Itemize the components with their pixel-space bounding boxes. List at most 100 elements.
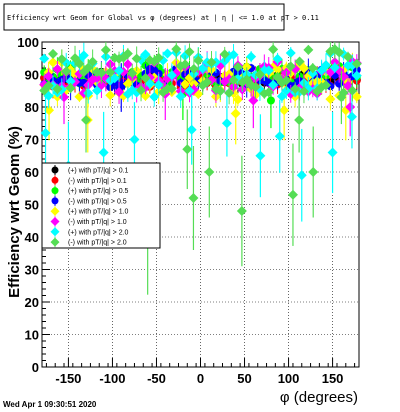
data-point (153, 52, 164, 63)
data-point (325, 94, 336, 105)
data-points (39, 42, 362, 295)
chart-title: Efficiency wrt Geom for Global vs φ (deg… (7, 14, 319, 22)
data-point (219, 49, 230, 60)
data-point (336, 92, 347, 103)
data-point (268, 44, 279, 55)
data-point (215, 85, 226, 96)
data-point (144, 78, 155, 89)
data-point (263, 65, 274, 76)
legend-label: (-) with pT/|q| > 1.0 (68, 219, 127, 226)
data-point (81, 115, 92, 125)
data-point (153, 79, 164, 90)
y-tick-label: 90 (25, 68, 39, 83)
data-point (83, 62, 94, 73)
data-point (290, 83, 301, 94)
data-point (149, 91, 160, 102)
x-tick-label: 100 (278, 371, 300, 386)
data-point (296, 170, 307, 181)
data-point (276, 91, 287, 102)
data-point (122, 48, 133, 59)
data-point (347, 60, 358, 71)
data-point (188, 63, 199, 74)
data-point (140, 90, 151, 101)
data-point (303, 44, 314, 55)
data-point (140, 49, 151, 60)
y-tick-label: 20 (25, 295, 39, 310)
data-point (228, 74, 239, 85)
data-point (329, 57, 340, 68)
y-tick-label: 50 (25, 198, 39, 213)
data-point (281, 75, 292, 86)
data-point (329, 62, 340, 73)
data-point (122, 59, 133, 70)
data-point (255, 150, 266, 161)
data-point (320, 80, 331, 91)
data-point (351, 58, 362, 69)
legend-label: (+) with pT/|q| > 0.1 (68, 168, 129, 175)
data-point (241, 74, 252, 85)
data-point (347, 85, 358, 96)
data-point (180, 79, 191, 90)
x-axis-label: φ (degrees) (280, 389, 358, 406)
data-point (166, 70, 177, 81)
data-point (246, 51, 257, 62)
data-point (109, 73, 120, 84)
data-point (74, 58, 85, 69)
data-point (241, 61, 252, 72)
data-point (129, 134, 140, 145)
y-axis-label: Efficiency wrt Geom (%) (6, 126, 23, 298)
data-point (346, 111, 357, 122)
data-point (188, 78, 199, 89)
data-point (254, 69, 265, 80)
data-point (250, 82, 261, 93)
data-point (285, 61, 296, 72)
data-point (98, 147, 109, 158)
series-7 (39, 42, 362, 295)
data-point (105, 90, 116, 101)
data-point (351, 91, 362, 102)
data-point (327, 147, 338, 158)
data-point (351, 70, 362, 81)
data-point (263, 87, 274, 98)
y-axis: 0 10 20 30 40 50 60 70 80 90 100 (17, 35, 50, 375)
y-tick-label: 100 (17, 35, 39, 50)
data-point (294, 56, 305, 67)
data-point (105, 67, 116, 78)
data-point (78, 50, 89, 61)
data-point (100, 44, 111, 55)
x-tick-label: -50 (147, 371, 166, 386)
x-tick-label: 150 (322, 371, 344, 386)
data-point (272, 53, 283, 64)
data-point (52, 64, 63, 75)
x-tick-label: 0 (197, 371, 204, 386)
data-point (180, 59, 191, 70)
data-point (65, 76, 76, 87)
data-point (92, 73, 103, 84)
data-point (48, 57, 59, 68)
data-point (248, 95, 259, 106)
data-point (186, 124, 197, 135)
data-point (320, 60, 331, 71)
legend: (+) with pT/|q| > 0.1 (-) with pT/|q| > 0… (50, 165, 129, 248)
data-point (246, 80, 257, 91)
data-point (188, 193, 199, 203)
legend-label: (-) with pT/|q| > 0.1 (68, 178, 127, 185)
data-point (193, 55, 204, 66)
legend-label: (-) with pT/|q| > 0.5 (68, 198, 127, 205)
data-point (184, 85, 195, 96)
data-point (96, 67, 107, 78)
y-tick-label: 0 (32, 360, 39, 375)
data-point (281, 85, 292, 96)
legend-label: (-) with pT/|q| > 2.0 (68, 240, 127, 247)
legend-label: (+) with pT/|q| > 2.0 (68, 229, 129, 236)
data-point (44, 105, 55, 116)
data-point (52, 84, 63, 95)
data-point (136, 85, 147, 96)
data-point (114, 65, 125, 76)
data-point (65, 82, 76, 93)
data-point (40, 128, 51, 138)
title-box (3, 3, 285, 31)
data-point (56, 54, 67, 65)
data-point (175, 91, 186, 102)
